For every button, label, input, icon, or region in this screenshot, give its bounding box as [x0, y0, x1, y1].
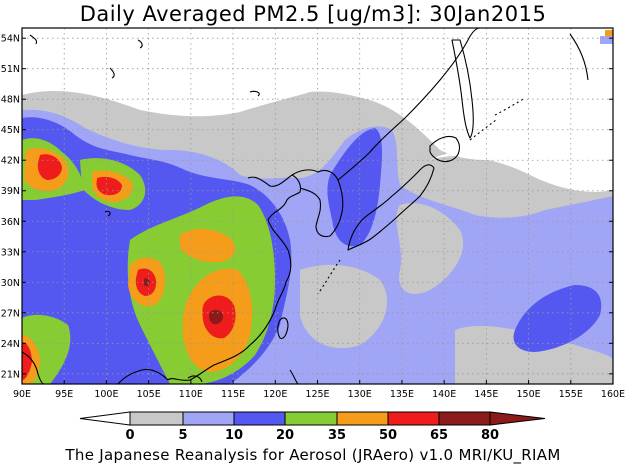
lat-tick-label: 21N: [1, 369, 20, 380]
data-source-footer: The Japanese Reanalysis for Aerosol (JRA…: [65, 446, 561, 464]
orange-band-3: [180, 228, 236, 263]
lon-tick-label: 95E: [55, 389, 73, 400]
lat-tick-label: 54N: [1, 34, 20, 45]
axis-ticks: [21, 37, 614, 384]
colorbar-segment: [336, 411, 389, 426]
lon-tick-label: 140E: [432, 389, 456, 400]
colorbar-segment: [284, 411, 338, 426]
lat-tick-label: 42N: [1, 156, 20, 167]
lon-tick-label: 155E: [559, 389, 583, 400]
lat-tick-label: 39N: [1, 186, 20, 197]
colorbar-label: 10: [225, 428, 243, 443]
lat-tick-label: 45N: [1, 125, 20, 136]
lon-tick-label: 120E: [263, 389, 287, 400]
colorbar-segment: [438, 411, 491, 426]
colorbar-label: 35: [328, 428, 346, 443]
lon-tick-label: 100E: [94, 389, 118, 400]
lat-tick-label: 33N: [1, 247, 20, 258]
lat-tick-label: 48N: [1, 95, 20, 106]
lon-tick-label: 145E: [474, 389, 498, 400]
clean-patch-3: [300, 264, 388, 349]
colorbar-label: 5: [178, 428, 187, 443]
colorbar: 0 5 10 20 35 50 65 80: [79, 411, 546, 443]
colorbar-segment: [387, 411, 440, 426]
colorbar-label: 50: [379, 428, 397, 443]
clean-patch: [430, 141, 613, 192]
lon-tick-label: 160E: [601, 389, 625, 400]
lon-tick-label: 135E: [390, 389, 414, 400]
colorbar-label: 65: [430, 428, 448, 443]
coastlines: [22, 28, 589, 384]
colorbar-label: 80: [481, 428, 499, 443]
colorbar-segment: [233, 411, 286, 426]
red-band: [37, 154, 62, 180]
lon-tick-label: 125E: [305, 389, 329, 400]
clean-patch-2: [396, 202, 464, 294]
red-band-sw: [22, 342, 32, 380]
lon-tick-label: 130E: [348, 389, 372, 400]
clean-patch-4: [455, 325, 613, 384]
lon-tick-label: 115E: [221, 389, 245, 400]
dark-red-core: [209, 309, 223, 325]
colorbar-arrow-high: [489, 411, 546, 426]
lat-tick-label: 51N: [1, 64, 20, 75]
colorbar-segment: [182, 411, 235, 426]
lon-tick-label: 150E: [517, 389, 541, 400]
colorbar-segment: [129, 411, 184, 426]
lat-tick-label: 30N: [1, 278, 20, 289]
lat-tick-label: 27N: [1, 308, 20, 319]
map-title: Daily Averaged PM2.5 [ug/m3]: 30Jan2015: [79, 2, 547, 26]
concentration-field: [22, 28, 613, 384]
axis-labels: 90E 95E 100E 105E 110E 115E 120E 125E 130E 135E 14…: [1, 34, 625, 400]
lon-tick-label: 110E: [179, 389, 203, 400]
blue-band-pacific: [513, 285, 602, 352]
lon-tick-label: 105E: [137, 389, 161, 400]
colorbar-arrow-low: [79, 411, 131, 426]
lat-tick-label: 24N: [1, 339, 20, 350]
lon-tick-label: 90E: [13, 389, 31, 400]
lat-tick-label: 36N: [1, 217, 20, 228]
colorbar-label: 0: [125, 428, 134, 443]
colorbar-label: 20: [276, 428, 294, 443]
